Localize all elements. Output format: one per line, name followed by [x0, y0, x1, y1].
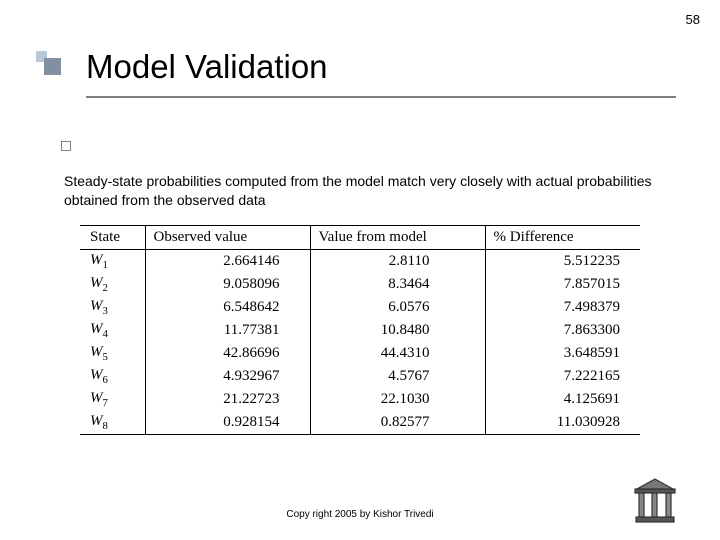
cell-state: W2 [80, 273, 145, 296]
table-row: W721.2272322.10304.125691 [80, 388, 640, 411]
cell-diff: 7.857015 [485, 273, 640, 296]
table-row: W542.8669644.43103.648591 [80, 342, 640, 365]
table-header-row: State Observed value Value from model % … [80, 226, 640, 250]
cell-observed: 21.22723 [145, 388, 310, 411]
cell-model: 10.8480 [310, 319, 485, 342]
cell-diff: 4.125691 [485, 388, 640, 411]
cell-state: W4 [80, 319, 145, 342]
cell-observed: 6.548642 [145, 296, 310, 319]
th-diff: % Difference [485, 226, 640, 250]
cell-model: 4.5767 [310, 365, 485, 388]
cell-diff: 7.222165 [485, 365, 640, 388]
copyright-footer: Copy right 2005 by Kishor Trivedi [0, 509, 720, 520]
cell-diff: 7.498379 [485, 296, 640, 319]
table-row: W64.9329674.57677.222165 [80, 365, 640, 388]
page-title: Model Validation [36, 48, 684, 86]
cell-observed: 9.058096 [145, 273, 310, 296]
cell-state: W7 [80, 388, 145, 411]
cell-observed: 0.928154 [145, 411, 310, 435]
cell-model: 22.1030 [310, 388, 485, 411]
table-row: W36.5486426.05767.498379 [80, 296, 640, 319]
th-model: Value from model [310, 226, 485, 250]
cell-observed: 2.664146 [145, 250, 310, 274]
cell-diff: 3.648591 [485, 342, 640, 365]
cell-model: 44.4310 [310, 342, 485, 365]
th-state: State [80, 226, 145, 250]
cell-diff: 5.512235 [485, 250, 640, 274]
table-row: W29.0580968.34647.857015 [80, 273, 640, 296]
cell-model: 2.8110 [310, 250, 485, 274]
cell-state: W3 [80, 296, 145, 319]
title-rule [86, 96, 676, 98]
validation-table: State Observed value Value from model % … [80, 225, 640, 435]
deco-square-large [44, 58, 61, 75]
cell-state: W8 [80, 411, 145, 435]
description: Steady-state probabilities computed from… [64, 172, 656, 210]
table-row: W411.7738110.84807.863300 [80, 319, 640, 342]
cell-observed: 11.77381 [145, 319, 310, 342]
cell-observed: 4.932967 [145, 365, 310, 388]
cell-observed: 42.86696 [145, 342, 310, 365]
th-observed: Observed value [145, 226, 310, 250]
table-row: W80.9281540.8257711.030928 [80, 411, 640, 435]
cell-diff: 7.863300 [485, 319, 640, 342]
cell-state: W1 [80, 250, 145, 274]
cell-model: 6.0576 [310, 296, 485, 319]
cell-diff: 11.030928 [485, 411, 640, 435]
page-number: 58 [686, 12, 700, 27]
cell-state: W5 [80, 342, 145, 365]
cell-state: W6 [80, 365, 145, 388]
institution-logo-icon [630, 477, 680, 525]
cell-model: 8.3464 [310, 273, 485, 296]
table-row: W12.6641462.81105.512235 [80, 250, 640, 274]
cell-model: 0.82577 [310, 411, 485, 435]
title-rule-box [61, 141, 71, 151]
title-area: Model Validation [36, 48, 684, 98]
